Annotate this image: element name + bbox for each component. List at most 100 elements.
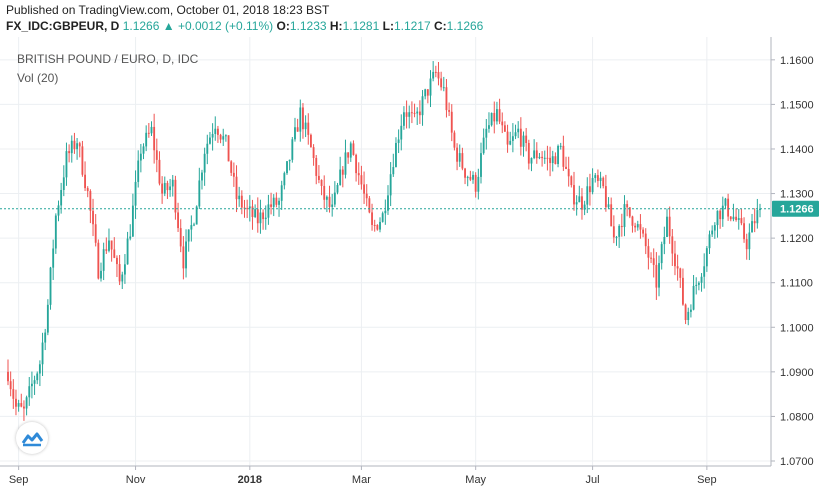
candle [724, 197, 727, 209]
candle [506, 124, 509, 153]
candle [602, 176, 605, 189]
candle [599, 171, 602, 189]
candle [52, 239, 55, 280]
volume-indicator-label[interactable]: Vol (20) [17, 71, 59, 85]
candle [405, 100, 408, 129]
candle [634, 222, 637, 233]
candle [347, 152, 350, 164]
candle [25, 395, 28, 416]
candle [33, 375, 36, 395]
candle [113, 237, 116, 259]
candle [214, 116, 217, 141]
candle [389, 162, 392, 207]
candle [565, 156, 567, 170]
candle [432, 61, 435, 82]
candle [496, 101, 498, 125]
candle [570, 175, 573, 188]
time-tick-label: May [465, 474, 486, 486]
candle [482, 128, 485, 155]
candle [408, 105, 411, 129]
candle [514, 124, 517, 140]
candle [23, 400, 25, 421]
candle [355, 153, 358, 182]
candle [697, 281, 700, 291]
candle [142, 143, 145, 160]
candle [589, 173, 591, 206]
chart-title: BRITISH POUND / EURO, D, IDC [17, 52, 199, 66]
candle [333, 181, 336, 208]
low-label: L: [382, 19, 394, 33]
candle [371, 203, 373, 231]
tradingview-logo-icon[interactable] [16, 422, 48, 454]
candle [363, 171, 366, 204]
candle [437, 61, 440, 86]
candle [272, 194, 275, 217]
candle [211, 123, 214, 151]
candle [727, 193, 730, 221]
candle [658, 255, 660, 297]
candle [453, 130, 456, 151]
candle [623, 195, 626, 237]
candle [464, 167, 466, 185]
candle [687, 307, 690, 326]
candle [535, 142, 538, 164]
published-note: Published on TradingView.com, October 01… [6, 3, 330, 17]
candle [384, 199, 387, 225]
symbol-label[interactable]: FX_IDC:GBPEUR, D [6, 19, 120, 33]
candle [307, 113, 310, 145]
candle [379, 217, 381, 233]
candle [424, 88, 427, 100]
candle [368, 195, 371, 214]
candle [328, 185, 331, 213]
triangle-up-icon: ▲ [162, 19, 175, 33]
candle [474, 172, 477, 198]
candle [54, 213, 57, 254]
candle [352, 140, 355, 156]
candle [230, 160, 233, 177]
close-value: 1.1266 [446, 19, 484, 33]
candle [663, 226, 666, 255]
candle [660, 241, 663, 270]
candle [38, 360, 41, 387]
candle [705, 246, 708, 272]
candle [7, 359, 9, 386]
candlestick-chart[interactable]: 1.0700 1.0800 1.0900 1.1000 1.1100 1.1200 1.13… [0, 37, 820, 499]
open-value: 1.1233 [289, 19, 327, 33]
candle [373, 219, 376, 232]
candle [397, 129, 400, 154]
chart-area[interactable]: 1.0700 1.0800 1.0900 1.1000 1.1100 1.1200 1.13… [0, 37, 820, 499]
candle [360, 165, 363, 190]
candle [357, 162, 360, 185]
candle [421, 90, 424, 126]
candle [150, 121, 153, 136]
candle [116, 255, 118, 278]
candle [440, 71, 443, 91]
candle [610, 197, 613, 227]
candle [216, 125, 219, 143]
time-tick-label: 2018 [238, 474, 262, 486]
candle [341, 166, 344, 188]
candle [198, 167, 201, 210]
candle [270, 192, 272, 215]
candle [121, 271, 124, 290]
candle [493, 101, 496, 134]
candle [655, 252, 658, 300]
candle [708, 230, 711, 255]
grid [0, 37, 771, 466]
candle [108, 228, 110, 253]
candle [400, 114, 403, 151]
price-tick-label: 1.1300 [780, 189, 814, 201]
time-tick-label: Mar [352, 474, 371, 486]
candle [81, 140, 84, 177]
candle [469, 170, 472, 182]
candle [235, 165, 238, 213]
close-label: C: [433, 19, 447, 33]
candle [692, 275, 695, 311]
candle [604, 174, 607, 212]
candle [36, 371, 39, 385]
quote-bar: FX_IDC:GBPEUR, D 1.1266 ▲ +0.0012 (+0.11… [6, 19, 483, 33]
high-value: 1.1281 [342, 19, 380, 33]
candle [586, 177, 589, 214]
candle [193, 222, 195, 227]
candle [240, 190, 243, 215]
